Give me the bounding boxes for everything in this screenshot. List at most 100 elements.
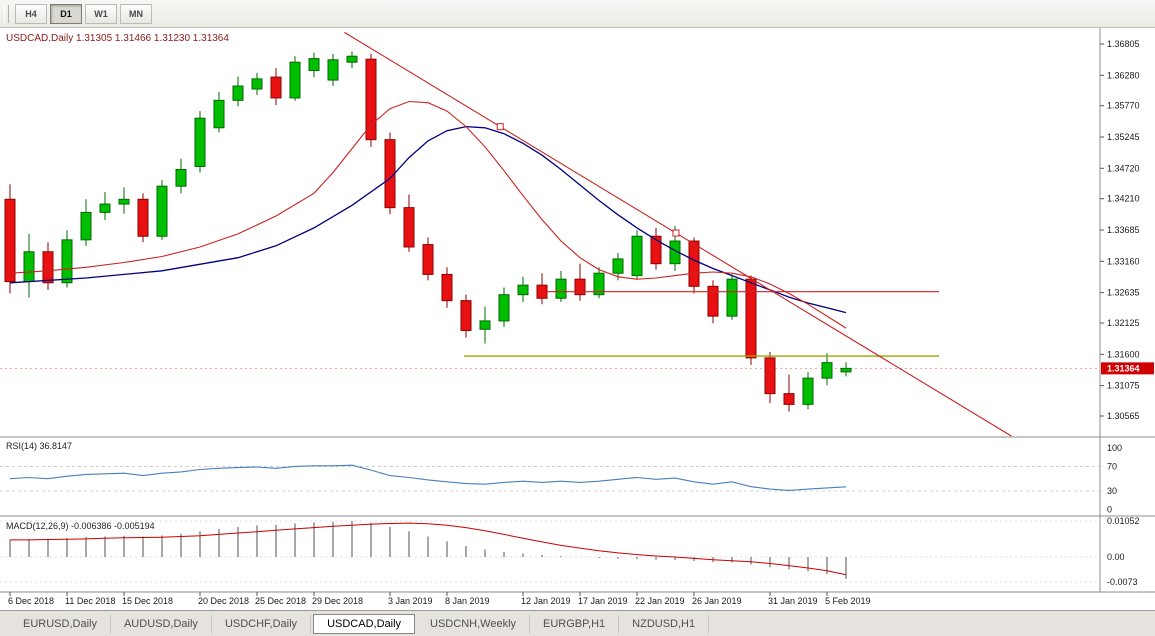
trendline-handle[interactable] [496,123,504,131]
candle-body [669,240,681,265]
candle-body [194,117,206,168]
candle-body [403,207,415,248]
candle-body [479,320,491,330]
date-axis-label: 29 Dec 2018 [312,596,363,606]
date-axis-label: 25 Dec 2018 [255,596,306,606]
timeframe-button-mn[interactable]: MN [120,3,152,24]
candle-body [555,278,567,299]
chart-ohlc-title: USDCAD,Daily 1.31305 1.31466 1.31230 1.3… [6,33,229,44]
date-axis-label: 6 Dec 2018 [8,596,54,606]
candle-body [422,244,434,275]
date-axis-label: 15 Dec 2018 [122,596,173,606]
candle-body [213,99,225,129]
price-axis-label: 1.36805 [1107,39,1140,49]
chart-tab-usdcad[interactable]: USDCAD,Daily [313,613,416,634]
current-price-badge [1101,362,1154,375]
timeframe-toolbar: H4 D1 W1 MN [0,0,1155,28]
macd-axis-label: 0.01052 [1107,516,1140,526]
date-axis-label: 5 Feb 2019 [825,596,871,606]
price-axis-label: 1.34210 [1107,194,1140,204]
candle-body [42,251,54,284]
chart-tab-eurusd[interactable]: EURUSD,Daily [10,614,111,633]
date-axis-label: 8 Jan 2019 [445,596,490,606]
chart-tab-audusd[interactable]: AUDUSD,Daily [111,614,212,633]
rsi-axis-label: 30 [1107,486,1117,496]
macd-indicator-label: MACD(12,26,9) -0.006386 -0.005194 [6,521,155,531]
chart-tab-nzdusd[interactable]: NZDUSD,H1 [619,614,710,633]
price-axis-label: 1.32125 [1107,318,1140,328]
candle-body [745,278,757,359]
macd-axis-label: 0.00 [1107,552,1125,562]
trendline-handle[interactable] [672,229,680,237]
candle-body [4,198,16,283]
chart-tab-eurgbp[interactable]: EURGBP,H1 [530,614,620,633]
price-axis-label: 1.35770 [1107,101,1140,111]
price-axis-label: 1.36280 [1107,70,1140,80]
chart-tab-usdcnh[interactable]: USDCNH,Weekly [417,614,531,633]
price-axis-label: 1.35245 [1107,132,1140,142]
candle-body [118,198,130,205]
price-axis-label: 1.31075 [1107,381,1140,391]
rsi-indicator-label: RSI(14) 36.8147 [6,441,72,451]
rsi-axis-label: 70 [1107,461,1117,471]
candle-body [270,76,282,99]
ma-slow-navy-line[interactable] [9,125,847,314]
date-axis-label: 12 Jan 2019 [521,596,571,606]
candle-body [574,278,586,296]
candle-body [441,273,453,302]
current-price-badge-label: 1.31364 [1107,363,1140,373]
candle-body [593,272,605,296]
candle-body [156,185,168,237]
timeframe-button-w1[interactable]: W1 [85,3,117,24]
candle-body [612,258,624,274]
candle-body [251,78,263,90]
price-axis-label: 1.33685 [1107,225,1140,235]
rsi-axis-label: 0 [1107,504,1112,514]
macd-axis-label: -0.0073 [1107,577,1138,587]
candle-body [726,278,738,317]
candle-body [137,198,149,237]
candle-body [631,235,643,277]
candle-body [517,284,529,296]
candle-body [821,362,833,379]
candle-body [840,367,852,373]
date-axis-label: 17 Jan 2019 [578,596,628,606]
candle-body [764,357,776,395]
chart-tab-usdchf[interactable]: USDCHF,Daily [212,614,312,633]
candle-body [308,58,320,72]
timeframe-button-d1[interactable]: D1 [50,3,82,24]
date-axis-label: 11 Dec 2018 [65,596,115,606]
ma-fast-red-line[interactable] [9,100,847,329]
candle-body [327,59,339,81]
candle-body [498,294,510,322]
candle-body [536,284,548,299]
timeframe-buttons-group: H4 D1 W1 MN [15,3,155,24]
candle-body [460,300,472,331]
candle-body [175,168,187,187]
date-axis-label: 20 Dec 2018 [198,596,249,606]
date-axis-label: 31 Jan 2019 [768,596,818,606]
candle-body [783,393,795,405]
timeframe-button-h4[interactable]: H4 [15,3,47,24]
date-axis-label: 26 Jan 2019 [692,596,742,606]
date-axis-label: 22 Jan 2019 [635,596,685,606]
chart-tabs-bar: EURUSD,Daily AUDUSD,Daily USDCHF,Daily USDC… [0,610,1155,636]
rsi-line [9,464,847,491]
price-axis-label: 1.32635 [1107,288,1140,298]
macd-signal-line [10,522,847,576]
candle-body [232,85,244,101]
candle-body [61,239,73,284]
candle-body [707,285,719,317]
candle-body [650,235,662,265]
candle-body [365,58,377,141]
candle-body [99,203,111,213]
toolbar-grip[interactable] [4,4,9,23]
date-axis-label: 3 Jan 2019 [388,596,433,606]
candle-body [80,211,92,241]
price-axis-label: 1.30565 [1107,411,1140,421]
candle-body [802,377,814,405]
price-axis-label: 1.31600 [1107,349,1140,359]
price-axis-label: 1.34720 [1107,163,1140,173]
price-chart-canvas[interactable]: 1.36805 1.36280 1.35770 1.35245 1.34720 1.342… [0,28,1155,610]
